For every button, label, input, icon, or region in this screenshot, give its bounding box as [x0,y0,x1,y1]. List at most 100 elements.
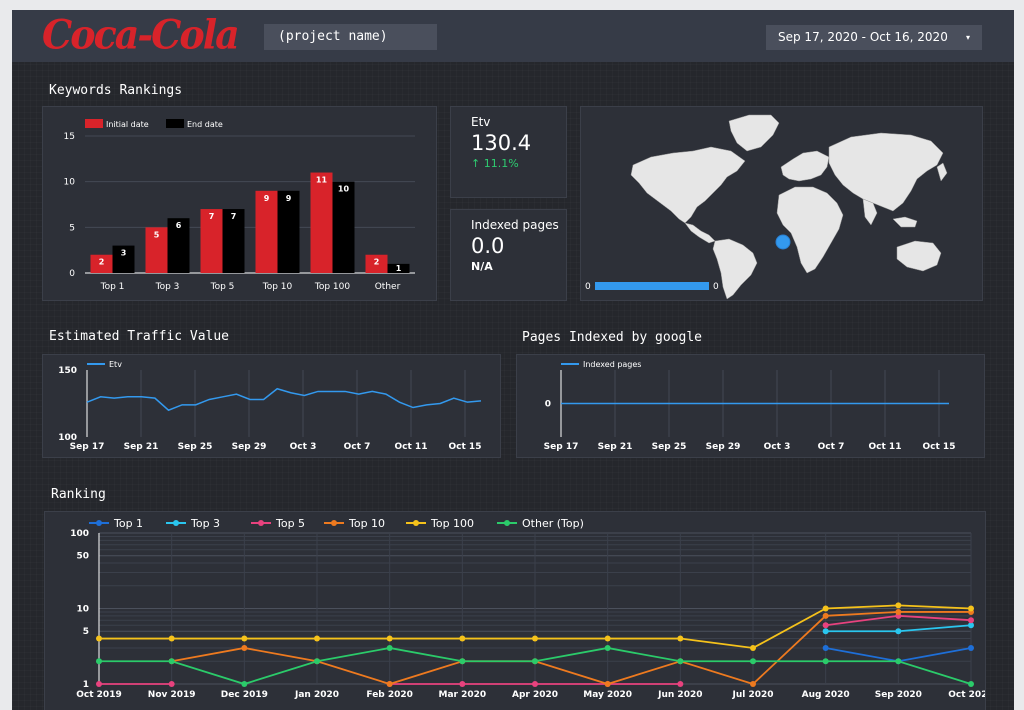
legend-label: Etv [109,360,122,369]
data-point-top-10 [386,681,393,687]
x-tick-label: Other [375,282,401,292]
data-point-top-100 [96,635,102,642]
indexed-line-chart: Sep 17 Sep 21 Sep 25 Sep 29 Oct 3 Oct 7 Oct 11… [544,360,956,452]
bar-data-label: 1 [396,264,402,273]
data-point-top-5 [677,681,684,687]
ranking-chart-card: 1 5 10 50 100 Oct 2019 Nov 2019 Dec 2019 Jan 202… [44,511,994,710]
date-range-picker[interactable]: Sep 17, 2020 - Oct 16, 2020 ▾ [766,25,982,50]
data-point-other-top [168,658,175,665]
data-point-top-100 [459,635,466,642]
brand-logo: Coca-Cola [42,10,240,59]
world-map[interactable]: 0 0 [581,107,982,300]
bar-end-date [167,218,190,273]
legend-marker [258,520,264,526]
data-point-top-100 [532,635,538,642]
data-point-other-top [386,644,393,651]
data-point-top-5 [96,681,102,687]
legend-label: Initial date [106,120,149,129]
data-point-top-100 [604,635,611,642]
legend-label: Top 5 [275,517,305,530]
etv-kpi-label: Etv [471,115,491,129]
series-line-top-10 [171,611,971,686]
x-tick-label: Sep 29 [706,442,741,452]
data-point-top-100 [895,602,902,609]
legend-marker [173,520,179,526]
x-tick-label: Oct 3 [764,442,791,452]
x-tick-label: Sep 17 [544,442,579,452]
y-tick-label: 15 [64,132,75,142]
x-tick-label: Nov 2019 [148,690,196,700]
indexed-kpi-change: N/A [471,260,493,273]
data-point-other-top [604,644,611,651]
dashboard: Coca-Cola (project name) Sep 17, 2020 - … [12,10,1014,710]
x-tick-label: Oct 11 [869,442,902,452]
legend-swatch [85,119,103,128]
y-tick-label: 100 [58,433,77,443]
pages-indexed-title: Pages Indexed by google [522,330,703,345]
data-point-other-top [459,658,466,665]
bar-data-label: 10 [338,185,350,194]
y-tick-label: 0 [69,269,75,279]
x-tick-label: Top 100 [314,282,351,292]
data-point-other-top [677,658,684,665]
bar-data-label: 11 [316,176,328,185]
x-tick-label: Oct 15 [923,442,956,452]
data-point-top-100 [168,635,175,642]
data-point-top-5 [822,622,829,629]
y-tick-label: 5 [69,223,75,233]
bar-initial-date [90,254,113,273]
project-name-field[interactable]: (project name) [264,24,437,50]
x-tick-label: Top 5 [210,282,235,292]
map-data-marker[interactable] [775,234,791,250]
x-tick-label: Mar 2020 [439,690,487,700]
x-tick-label: Jan 2020 [294,690,339,700]
world-map-card: 0 0 [580,106,983,301]
x-tick-label: Oct 7 [344,442,371,452]
legend-label: Other (Top) [522,517,584,530]
y-tick-label: 100 [70,529,89,539]
data-point-top-100 [314,635,320,642]
legend-label: Top 10 [348,517,385,530]
data-point-top-100 [968,605,974,612]
x-tick-label: Sep 2020 [875,690,922,700]
data-point-other-top [822,658,829,665]
x-tick-label: Oct 2019 [76,690,121,700]
data-point-top-5 [459,681,466,687]
bar-initial-date [310,172,333,273]
x-tick-label: Sep 21 [598,442,633,452]
y-tick-label: 150 [58,366,77,376]
data-point-top-5 [532,681,538,687]
bar-end-date [332,181,355,273]
y-tick-label: 10 [64,178,76,188]
map-legend-max: 0 [713,282,719,292]
legend-label: Top 3 [190,517,220,530]
bar-data-label: 2 [99,258,105,267]
indexed-kpi-label: Indexed pages [471,218,559,232]
y-tick-label: 10 [76,605,89,615]
ranking-title: Ranking [51,487,106,502]
data-point-other-top [750,658,756,665]
bar-data-label: 9 [286,194,292,203]
x-tick-label: Oct 15 [449,442,482,452]
data-point-top-10 [895,608,902,615]
etv-kpi-change: ↑ 11.1% [471,157,519,170]
indexed-chart-card: Sep 17 Sep 21 Sep 25 Sep 29 Oct 3 Oct 7 Oct 11… [516,354,985,458]
chevron-down-icon[interactable]: ▾ [965,33,970,42]
indexed-kpi-value: 0.0 [471,234,505,258]
x-tick-label: Jul 2020 [731,690,773,700]
x-tick-label: Aug 2020 [802,690,850,700]
y-tick-label: 1 [83,680,89,690]
bar-data-label: 9 [264,194,270,203]
data-point-top-5 [968,617,974,624]
data-point-top-100 [677,635,684,642]
header-bar: Coca-Cola (project name) Sep 17, 2020 - … [12,10,1014,62]
x-tick-label: Top 10 [262,282,293,292]
x-tick-label: May 2020 [583,690,632,700]
data-point-other-top [314,658,320,665]
x-tick-label: Oct 2020 [948,690,985,700]
x-tick-label: Top 3 [155,282,180,292]
data-point-top-100 [241,635,248,642]
data-point-top-3 [822,628,829,635]
data-point-top-100 [750,644,756,651]
legend-marker [413,520,419,526]
